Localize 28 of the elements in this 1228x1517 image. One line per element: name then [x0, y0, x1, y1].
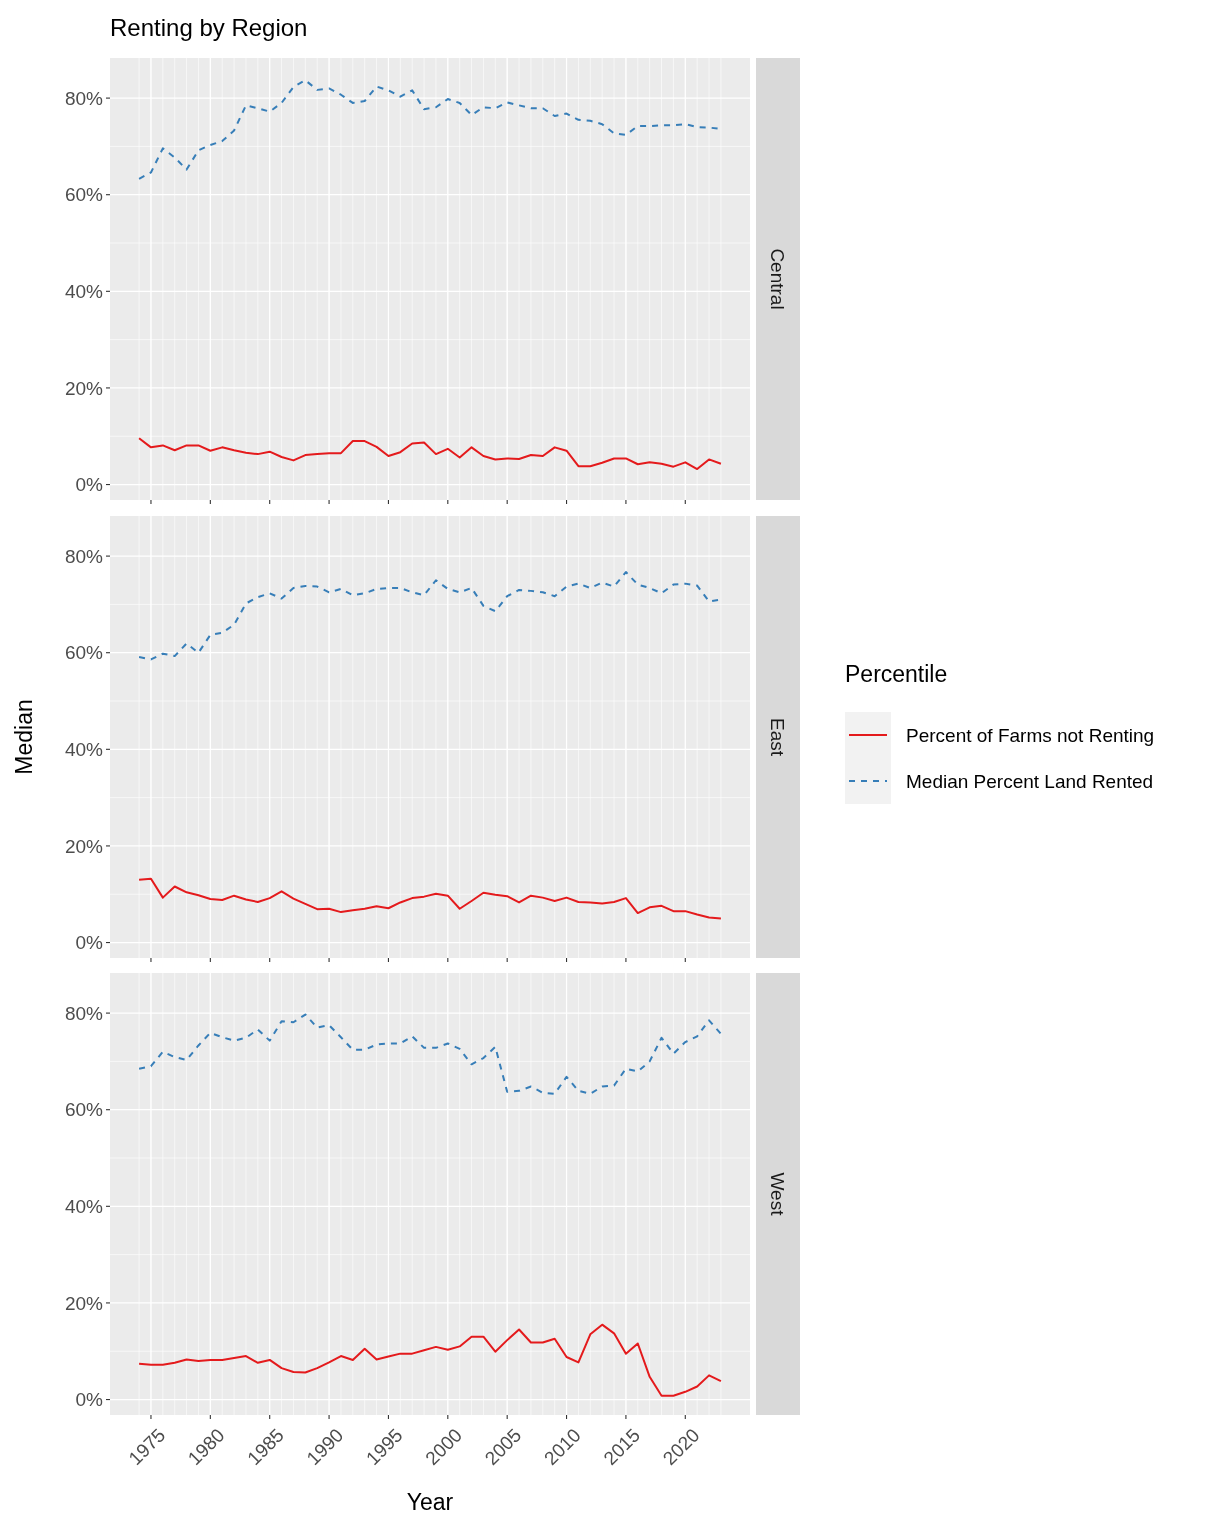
legend-label: Percent of Farms not Renting: [906, 724, 1155, 746]
y-tick-label: 40%: [64, 280, 104, 302]
y-tick-label: 40%: [64, 738, 104, 760]
text: East: [767, 717, 789, 757]
y-tick-label: 20%: [64, 835, 104, 857]
text: Central: [767, 248, 789, 310]
text: West: [767, 1172, 789, 1217]
y-tick-label: 20%: [64, 377, 104, 399]
legend-label: Median Percent Land Rented: [906, 770, 1154, 792]
line-series: [138, 1013, 722, 1095]
legend-title: Percentile: [845, 661, 948, 687]
y-tick-label: 80%: [64, 1002, 104, 1024]
y-tick-label: 0%: [75, 1389, 104, 1411]
x-axis-title: Year: [406, 1489, 454, 1515]
y-tick-label: 80%: [64, 87, 104, 109]
y-tick-label: 20%: [64, 1292, 104, 1314]
y-tick-label: 80%: [64, 545, 104, 567]
y-tick-label: 0%: [75, 474, 104, 496]
y-tick-label: 40%: [64, 1195, 104, 1217]
chart-title: Renting by Region: [110, 14, 308, 41]
y-axis-title: Median: [11, 699, 37, 775]
y-tick-label: 0%: [75, 932, 104, 954]
line-series: [138, 1323, 722, 1397]
line-series: [138, 877, 722, 920]
y-tick-label: 60%: [64, 1099, 104, 1121]
y-tick-label: 60%: [64, 642, 104, 664]
line-series: [138, 437, 722, 471]
y-tick-label: 60%: [64, 184, 104, 206]
